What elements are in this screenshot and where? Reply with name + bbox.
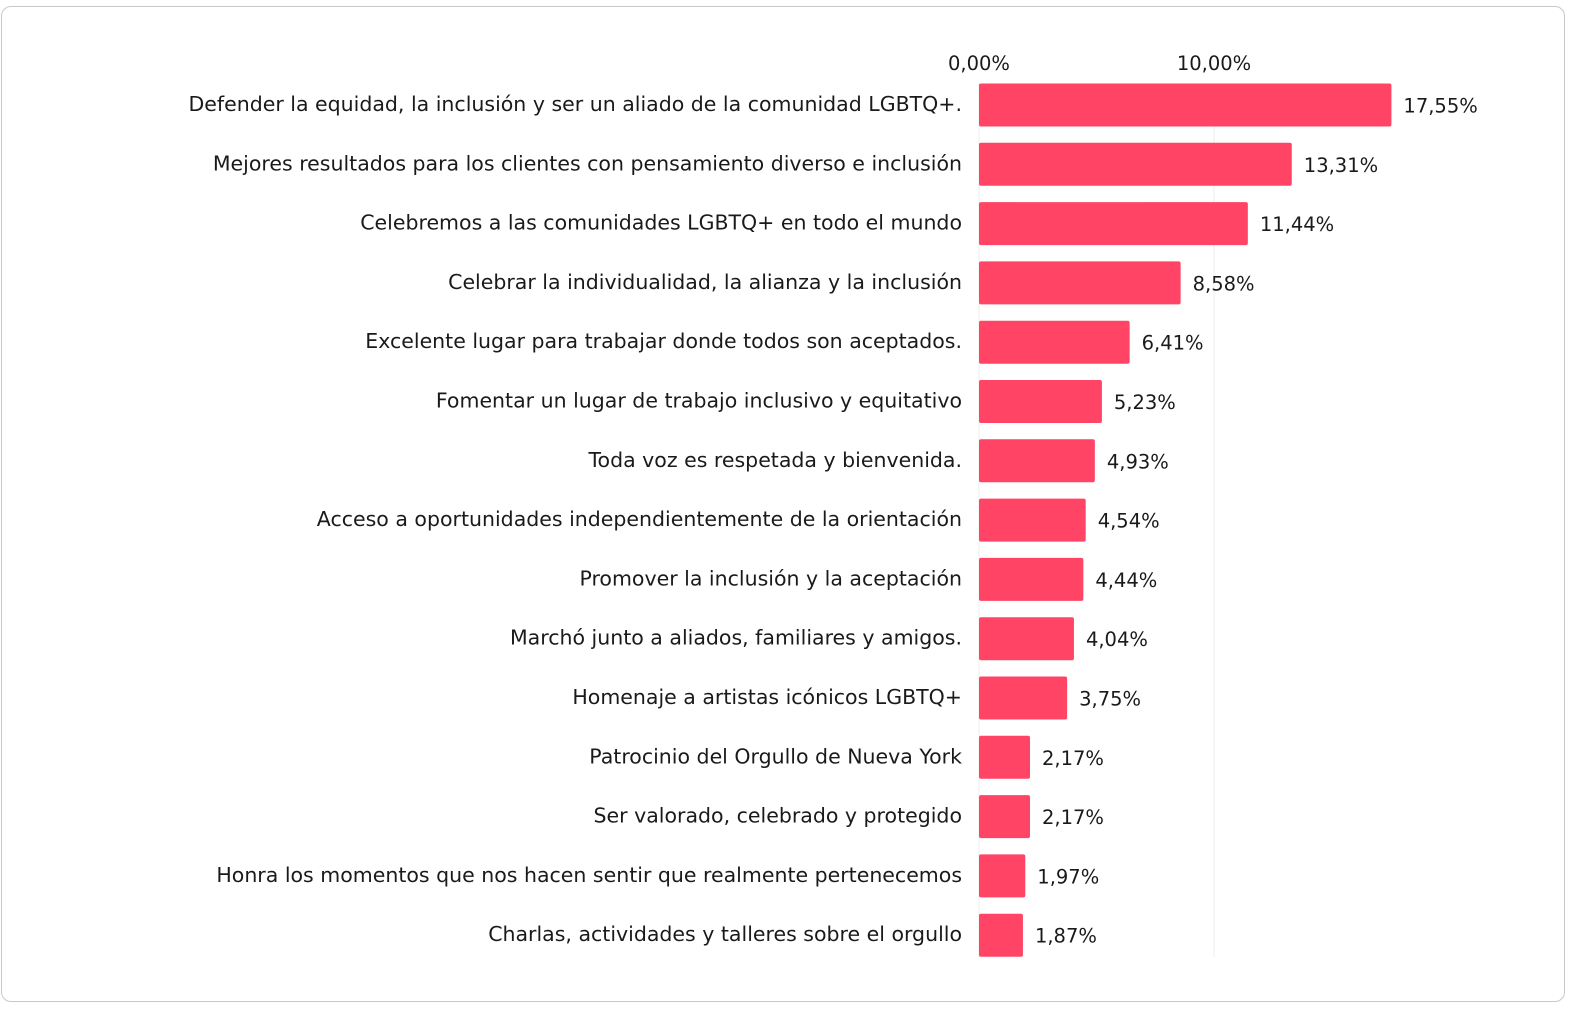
bar (979, 202, 1248, 246)
category-label: Honra los momentos que nos hacen sentir … (216, 863, 962, 887)
value-label: 17,55% (1403, 95, 1477, 118)
bar (979, 617, 1074, 661)
bars (979, 83, 1392, 957)
x-tick-label: 0,00% (948, 52, 1010, 75)
bar (979, 676, 1068, 720)
x-axis-ticks: 0,00% 10,00% (948, 52, 1251, 75)
x-tick-label: 10,00% (1177, 52, 1251, 75)
category-label: Acceso a oportunidades independientement… (317, 507, 962, 531)
value-label: 2,17% (1042, 806, 1104, 829)
value-label: 6,41% (1142, 332, 1204, 355)
category-label: Ser valorado, celebrado y protegido (594, 804, 962, 828)
value-label: 5,23% (1114, 391, 1176, 414)
category-label: Celebrar la individualidad, la alianza y… (448, 270, 962, 294)
value-labels: 17,55% 13,31% 11,44% 8,58% 6,41% 5,23% 4,93% 4,… (1035, 95, 1478, 948)
bar (979, 261, 1181, 305)
value-label: 4,44% (1095, 569, 1157, 592)
bar (979, 142, 1292, 186)
category-label: Promover la inclusión y la aceptación (579, 566, 962, 590)
bar (979, 439, 1095, 483)
bar (979, 557, 1084, 601)
value-label: 1,87% (1035, 925, 1097, 948)
value-label: 3,75% (1079, 688, 1141, 711)
value-label: 8,58% (1193, 272, 1255, 295)
category-label: Marchó junto a aliados, familiares y ami… (510, 626, 962, 650)
value-label: 4,04% (1086, 628, 1148, 651)
category-label: Toda voz es respetada y bienvenida. (587, 448, 962, 472)
chart-card (1, 6, 1565, 1002)
category-label: Excelente lugar para trabajar donde todo… (365, 329, 962, 353)
category-label: Defender la equidad, la inclusión y ser … (188, 92, 962, 116)
value-label: 11,44% (1260, 213, 1334, 236)
category-label: Mejores resultados para los clientes con… (213, 151, 962, 175)
value-label: 4,93% (1107, 450, 1169, 473)
bar (979, 380, 1102, 423)
bar (979, 498, 1086, 542)
category-label: Fomentar un lugar de trabajo inclusivo y… (436, 389, 962, 413)
category-label: Celebremos a las comunidades LGBTQ+ en t… (360, 211, 962, 235)
bar (979, 913, 1023, 957)
value-label: 2,17% (1042, 747, 1104, 770)
bar (979, 795, 1030, 839)
value-label: 13,31% (1304, 154, 1378, 177)
category-label: Homenaje a artistas icónicos LGBTQ+ (572, 685, 962, 709)
category-label: Patrocinio del Orgullo de Nueva York (589, 744, 962, 768)
category-label: Charlas, actividades y talleres sobre el… (488, 922, 962, 946)
value-label: 1,97% (1037, 865, 1099, 888)
bar (979, 854, 1026, 898)
bar (979, 320, 1130, 364)
bar (979, 83, 1392, 127)
value-label: 4,54% (1098, 510, 1160, 533)
bar (979, 735, 1030, 779)
category-labels: Defender la equidad, la inclusión y ser … (188, 92, 962, 946)
